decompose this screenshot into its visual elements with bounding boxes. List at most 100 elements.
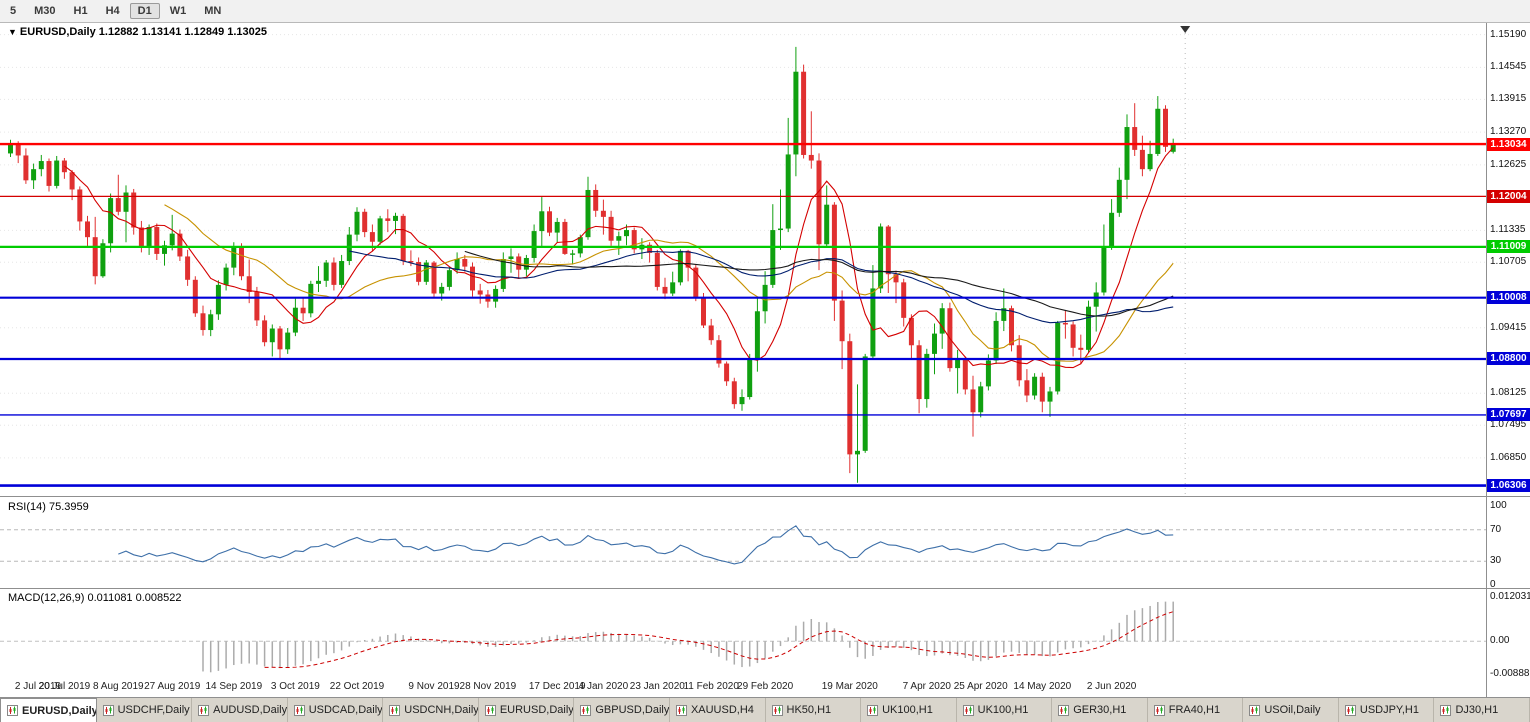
chart-icon <box>1153 704 1165 716</box>
rsi-panel <box>0 525 1486 565</box>
chart-tab-label: UK100,H1 <box>977 704 1029 716</box>
chart-tab-usoil-daily[interactable]: USOil,Daily <box>1243 698 1339 722</box>
chart-tab-label: EURUSD,Daily <box>22 704 97 717</box>
time-axis-label: 8 Aug 2019 <box>92 681 144 692</box>
line-price-badge: 1.10008 <box>1487 291 1530 305</box>
horizontal-lines[interactable] <box>0 142 1486 487</box>
chart-icon <box>675 704 687 716</box>
time-axis-label: 14 May 2020 <box>1013 681 1072 692</box>
price-axis-label: 1.09415 <box>1490 321 1527 333</box>
chart-tab-label: EURUSD,Daily <box>499 704 574 716</box>
chart-icon <box>867 704 879 716</box>
chart-icon <box>389 704 401 716</box>
chart-tab-label: USDJPY,H1 <box>1359 704 1419 716</box>
chart-tab-label: GER30,H1 <box>1073 704 1127 716</box>
chart-tab-label: HK50,H1 <box>786 704 832 716</box>
chart-tab-usdcnh-daily[interactable]: USDCNH,Daily <box>383 698 479 722</box>
time-axis-label: 19 Mar 2020 <box>821 681 878 692</box>
chart-tab-label: USDCAD,Daily <box>308 704 383 716</box>
chart-icon <box>962 704 974 716</box>
chart-icon <box>102 704 114 716</box>
symbol-dropdown-icon[interactable]: ▼ <box>8 27 17 37</box>
price-axis-label: 1.13915 <box>1490 93 1527 105</box>
timeframe-button-h1[interactable]: H1 <box>73 5 88 17</box>
rsi-axis-label: 0 <box>1490 579 1496 590</box>
time-axis-label: 25 Apr 2020 <box>953 681 1008 692</box>
macd-axis-label: 0.00 <box>1490 635 1510 647</box>
timeframe-button-mn[interactable]: MN <box>204 5 222 17</box>
chart-tab-label: FRA40,H1 <box>1168 704 1221 716</box>
chart-tab-label: AUDUSD,Daily <box>213 704 288 716</box>
chart-icon <box>7 705 18 716</box>
timeframe-button-d1[interactable]: D1 <box>129 3 160 19</box>
chart-tab-gbpusd-daily[interactable]: GBPUSD,Daily <box>574 698 670 722</box>
time-axis-label: 9 Nov 2019 <box>408 681 460 692</box>
time-axis-label: 3 Oct 2019 <box>270 681 320 692</box>
price-axis-label: 1.07495 <box>1490 419 1527 431</box>
macd-title: MACD(12,26,9) <box>8 592 85 604</box>
panel-frame <box>0 23 1530 697</box>
chart-tab-label: UK100,H1 <box>882 704 933 716</box>
chart-tab-audusd-daily[interactable]: AUDUSD,Daily <box>192 698 288 722</box>
time-axis-label: 11 Feb 2020 <box>683 681 739 692</box>
chart-tab-label: USOil,Daily <box>1264 704 1321 716</box>
chart-tab-label: USDCNH,Daily <box>404 704 479 716</box>
chart-tab-dj30-h1[interactable]: DJ30,H1 <box>1434 698 1530 722</box>
chart-icon <box>198 704 210 716</box>
chart-tab-xauusd-h4[interactable]: XAUUSD,H4 <box>670 698 766 722</box>
chart-icon <box>1344 704 1356 716</box>
chart-symbol-header: ▼ EURUSD,Daily 1.12882 1.13141 1.12849 1.… <box>8 26 267 38</box>
price-axis-label: 1.13270 <box>1490 126 1527 138</box>
chart-icon <box>580 704 592 716</box>
right-shift-marker <box>1180 26 1191 496</box>
time-axis-label: 14 Sep 2019 <box>205 681 263 692</box>
chart-icon <box>771 704 783 716</box>
price-axis-label: 1.08125 <box>1490 387 1527 399</box>
line-price-badge: 1.13034 <box>1487 137 1530 151</box>
rsi-axis-label: 30 <box>1490 555 1502 567</box>
rsi-title: RSI(14) <box>8 501 46 513</box>
chart-tab-ger30-h1[interactable]: GER30,H1 <box>1052 698 1148 722</box>
chart-tab-usdjpy-h1[interactable]: USDJPY,H1 <box>1339 698 1435 722</box>
time-axis-label: 2 Jun 2020 <box>1086 681 1137 692</box>
chart-tab-label: DJ30,H1 <box>1455 704 1499 716</box>
time-axis-label: 28 Nov 2019 <box>459 681 517 692</box>
price-axis-label: 1.11335 <box>1490 224 1526 236</box>
line-price-badge: 1.07697 <box>1487 408 1530 422</box>
chart-tab-label: USDCHF,Daily <box>117 704 190 716</box>
line-price-badge: 1.08800 <box>1487 352 1530 366</box>
chart-tab-eurusd-daily[interactable]: EURUSD,Daily <box>0 698 97 722</box>
chart-tab-uk100-h1[interactable]: UK100,H1 <box>861 698 957 722</box>
chart-tab-fra40-h1[interactable]: FRA40,H1 <box>1148 698 1244 722</box>
timeframe-button-m30[interactable]: M30 <box>34 5 56 17</box>
chart-icon <box>1440 704 1452 716</box>
chart-tab-uk100-h1[interactable]: UK100,H1 <box>957 698 1053 722</box>
time-axis-label: 2 Jul 2019 <box>14 681 62 692</box>
timeframe-button-w1[interactable]: W1 <box>169 5 187 17</box>
time-axis-label: 20 Jul 2019 <box>38 681 91 692</box>
chart-icon <box>484 704 496 716</box>
macd-axis-label: 0.012031 <box>1490 591 1530 602</box>
price-axis-label: 1.10705 <box>1490 256 1527 268</box>
chart-icon <box>1249 704 1261 716</box>
timeframe-button-5[interactable]: 5 <box>10 5 17 17</box>
chart-tab-eurusd-daily[interactable]: EURUSD,Daily <box>479 698 575 722</box>
moving-averages <box>64 147 1174 369</box>
chart-tab-usdcad-daily[interactable]: USDCAD,Daily <box>288 698 384 722</box>
rsi-value: 75.3959 <box>48 501 89 513</box>
chart-tab-hk50-h1[interactable]: HK50,H1 <box>766 698 862 722</box>
chart-icon <box>1058 704 1070 716</box>
time-axis-label: 27 Aug 2019 <box>144 681 201 692</box>
chart-tabs-bar: EURUSD,Daily USDCHF,Daily AUDUSD,Daily USDC… <box>0 697 1530 722</box>
chart-tab-usdchf-daily[interactable]: USDCHF,Daily <box>97 698 193 722</box>
time-axis-label: 17 Dec 2019 <box>528 681 586 692</box>
line-price-badge: 1.12004 <box>1487 189 1530 203</box>
symbol-title: EURUSD,Daily <box>19 26 96 38</box>
price-axis-label: 1.14545 <box>1490 61 1527 73</box>
macd-indicator-label: MACD(12,26,9) 0.011081 0.008522 <box>8 592 181 604</box>
timeframe-button-h4[interactable]: H4 <box>105 5 120 17</box>
candlestick-series <box>8 46 1176 483</box>
price-axis-label: 1.06850 <box>1490 451 1527 463</box>
